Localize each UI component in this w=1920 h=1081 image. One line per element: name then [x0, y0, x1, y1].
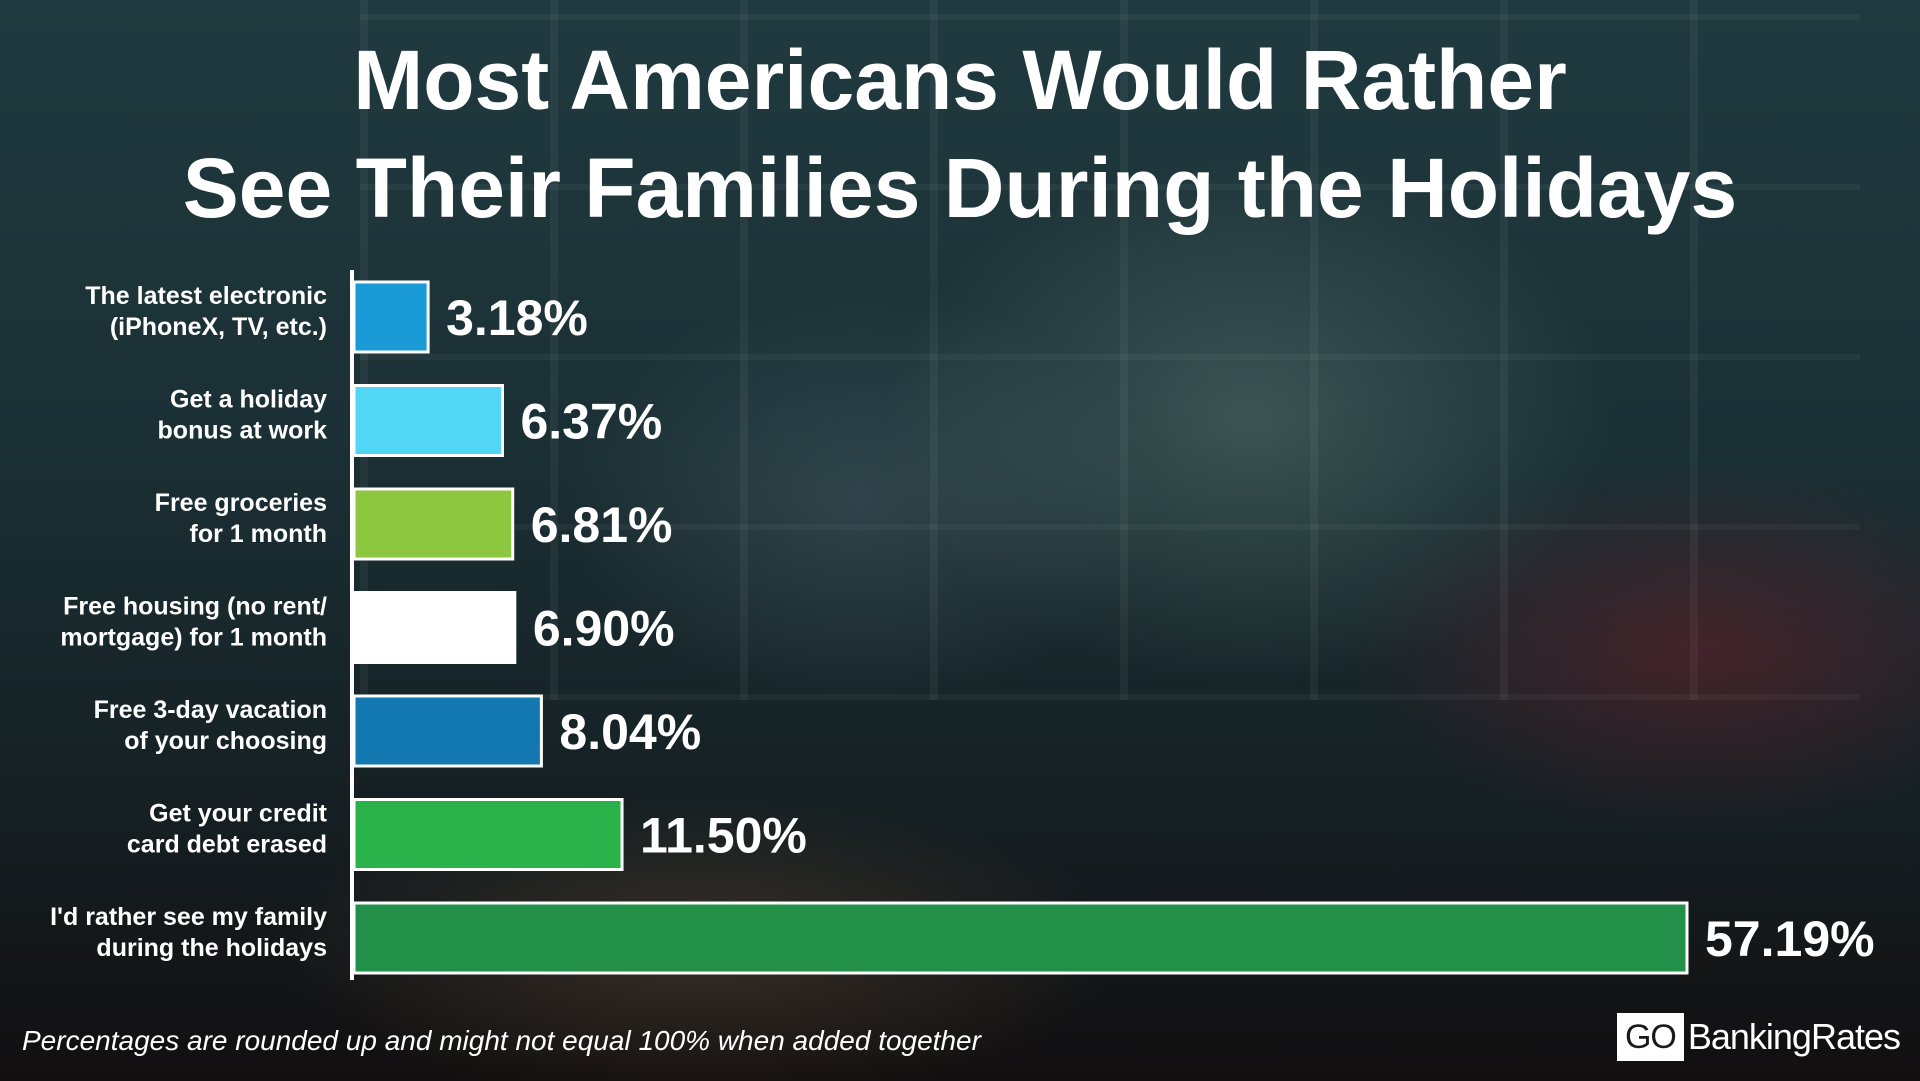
value-label-2: 6.37% [520, 394, 662, 450]
category-label-4: Free housing (no rent/mortgage) for 1 mo… [60, 593, 327, 652]
value-label-3: 6.81% [531, 497, 673, 553]
category-label-line: Get your credit [149, 800, 327, 828]
chart-title: Most Americans Would Rather See Their Fa… [0, 26, 1920, 242]
category-label-6: Get your credit card debt erased [127, 800, 328, 859]
category-label-line: I'd rather see my family [50, 903, 327, 931]
category-label-line: Get a holiday [170, 386, 327, 414]
gobankingrates-logo: GO BankingRates [1616, 1013, 1901, 1061]
footnote: Percentages are rounded up and might not… [22, 1025, 981, 1056]
category-label-5: Free 3-day vacation of your choosing [94, 696, 327, 755]
category-label-line: (iPhoneX, TV, etc.) [110, 313, 327, 341]
category-label-line: Free housing (no rent/ [63, 593, 327, 621]
category-label-line: card debt erased [127, 831, 327, 859]
chart-title-line-1: Most Americans Would Rather [353, 33, 1567, 127]
category-label-3: Free groceries for 1 month [155, 489, 327, 548]
category-label-2: Get a holiday bonus at work [158, 386, 328, 445]
bar-chart: 3.18% The latest electronic (iPhoneX, TV, … [50, 270, 1875, 980]
bar-5 [352, 694, 543, 768]
bar-6 [352, 798, 624, 871]
chart-title-line-2: See Their Families During the Holidays [182, 141, 1738, 235]
value-label-7: 57.19% [1705, 911, 1875, 967]
category-label-line: The latest electronic [85, 282, 327, 310]
category-label-7: I'd rather see my family during the holid… [50, 903, 327, 962]
bar-1 [352, 280, 430, 354]
category-label-line: mortgage) for 1 month [60, 624, 327, 652]
category-label-line: of your choosing [124, 727, 327, 755]
category-label-line: Free groceries [155, 489, 327, 517]
value-label-4: 6.90% [533, 601, 675, 657]
category-label-line: bonus at work [158, 417, 328, 445]
category-label-line: for 1 month [190, 520, 328, 548]
logo-go-box: GO [1616, 1013, 1684, 1061]
bar-3 [352, 487, 515, 561]
value-label-5: 8.04% [559, 704, 701, 760]
bar-4 [352, 591, 517, 664]
category-label-1: The latest electronic (iPhoneX, TV, etc.) [85, 282, 327, 341]
bar-2 [352, 384, 504, 457]
bar-7 [352, 901, 1689, 975]
logo-name: BankingRates [1687, 1016, 1901, 1057]
value-label-1: 3.18% [446, 290, 588, 346]
background-windows [360, 0, 1860, 700]
value-label-6: 11.50% [640, 808, 807, 864]
category-label-line: during the holidays [96, 934, 327, 962]
category-label-line: Free 3-day vacation [94, 696, 327, 724]
